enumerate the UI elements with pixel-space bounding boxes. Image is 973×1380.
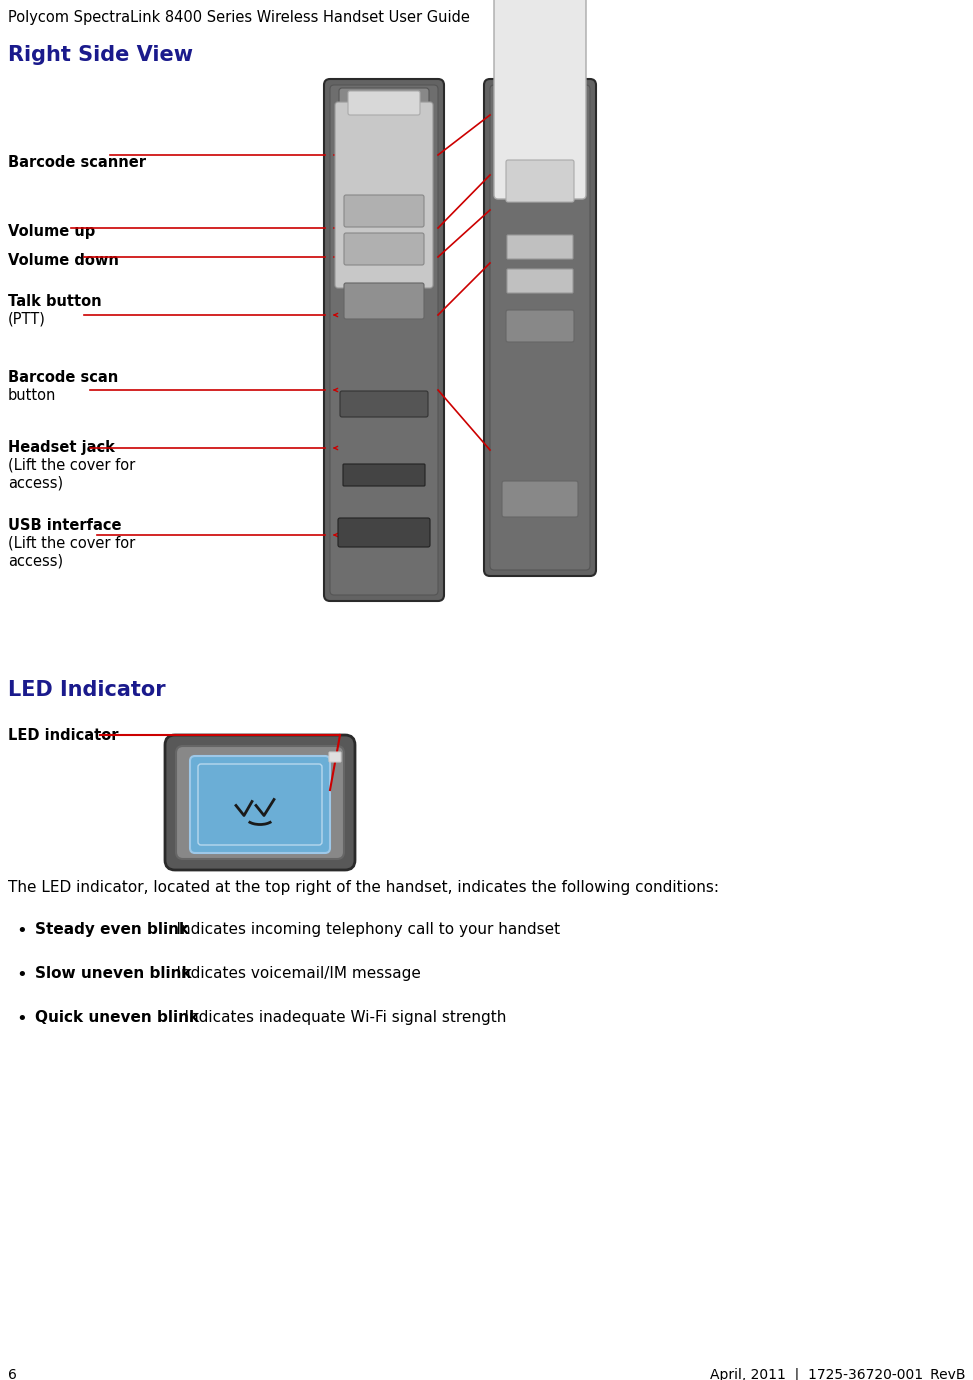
Text: Right Side View: Right Side View bbox=[8, 46, 193, 65]
FancyBboxPatch shape bbox=[490, 86, 590, 570]
Text: LED indicator: LED indicator bbox=[8, 729, 119, 742]
FancyBboxPatch shape bbox=[324, 79, 444, 602]
FancyBboxPatch shape bbox=[502, 482, 578, 518]
Text: Indicates incoming telephony call to your handset: Indicates incoming telephony call to you… bbox=[158, 922, 560, 937]
Text: (PTT): (PTT) bbox=[8, 312, 46, 327]
Text: Indicates inadequate Wi-Fi signal strength: Indicates inadequate Wi-Fi signal streng… bbox=[164, 1010, 506, 1025]
FancyBboxPatch shape bbox=[344, 283, 424, 319]
Text: Slow uneven blink: Slow uneven blink bbox=[35, 966, 192, 981]
Text: LED Indicator: LED Indicator bbox=[8, 680, 165, 700]
Text: (Lift the cover for
access): (Lift the cover for access) bbox=[8, 458, 135, 490]
FancyBboxPatch shape bbox=[348, 91, 420, 115]
Text: Steady even blink: Steady even blink bbox=[35, 922, 189, 937]
FancyBboxPatch shape bbox=[190, 756, 330, 853]
Text: Barcode scan: Barcode scan bbox=[8, 370, 119, 385]
FancyBboxPatch shape bbox=[343, 464, 425, 486]
FancyBboxPatch shape bbox=[335, 102, 433, 288]
Text: •: • bbox=[17, 922, 27, 940]
FancyBboxPatch shape bbox=[340, 391, 428, 417]
FancyBboxPatch shape bbox=[495, 87, 585, 128]
Text: 6: 6 bbox=[8, 1368, 17, 1380]
FancyBboxPatch shape bbox=[507, 269, 573, 293]
Text: The LED indicator, located at the top right of the handset, indicates the follow: The LED indicator, located at the top ri… bbox=[8, 880, 719, 896]
FancyBboxPatch shape bbox=[198, 765, 322, 845]
FancyBboxPatch shape bbox=[507, 235, 573, 259]
FancyBboxPatch shape bbox=[339, 88, 429, 126]
FancyBboxPatch shape bbox=[494, 0, 586, 199]
Text: Quick uneven blink: Quick uneven blink bbox=[35, 1010, 199, 1025]
FancyBboxPatch shape bbox=[344, 195, 424, 226]
Text: Indicates voicemail/IM message: Indicates voicemail/IM message bbox=[158, 966, 421, 981]
Text: April, 2011  |  1725-36720-001_RevB: April, 2011 | 1725-36720-001_RevB bbox=[709, 1368, 965, 1380]
Text: Barcode scanner: Barcode scanner bbox=[8, 155, 146, 170]
Text: Volume up: Volume up bbox=[8, 224, 95, 239]
Text: Polycom SpectraLink 8400 Series Wireless Handset User Guide: Polycom SpectraLink 8400 Series Wireless… bbox=[8, 10, 470, 25]
Text: •: • bbox=[17, 1010, 27, 1028]
FancyBboxPatch shape bbox=[344, 233, 424, 265]
Text: button: button bbox=[8, 388, 56, 403]
FancyBboxPatch shape bbox=[165, 736, 355, 869]
Text: Headset jack: Headset jack bbox=[8, 440, 115, 455]
FancyBboxPatch shape bbox=[338, 518, 430, 546]
Text: Talk button: Talk button bbox=[8, 294, 101, 309]
Text: Volume down: Volume down bbox=[8, 253, 119, 268]
FancyBboxPatch shape bbox=[506, 310, 574, 342]
Text: USB interface: USB interface bbox=[8, 518, 122, 533]
FancyBboxPatch shape bbox=[506, 160, 574, 201]
FancyBboxPatch shape bbox=[176, 747, 344, 858]
FancyBboxPatch shape bbox=[329, 752, 341, 762]
FancyBboxPatch shape bbox=[484, 79, 596, 575]
Text: •: • bbox=[17, 966, 27, 984]
Text: (Lift the cover for
access): (Lift the cover for access) bbox=[8, 535, 135, 569]
FancyBboxPatch shape bbox=[330, 86, 438, 595]
